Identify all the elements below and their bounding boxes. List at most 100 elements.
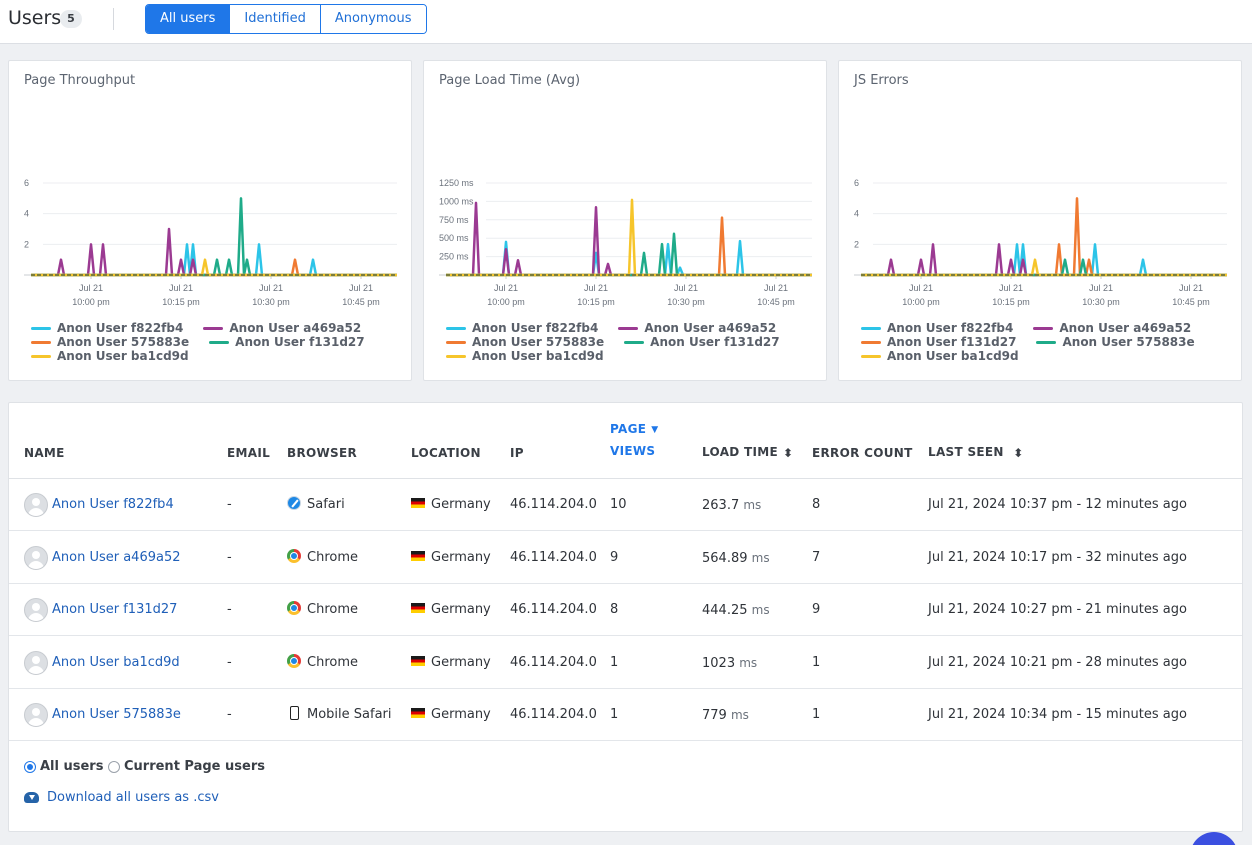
- legend-swatch: [446, 340, 466, 344]
- table-row[interactable]: Anon User f822fb4 - Safari Germany 46.114.20…: [9, 479, 1242, 531]
- user-name-link[interactable]: Anon User ba1cd9d: [52, 654, 180, 670]
- column-header-last-seen[interactable]: LAST SEEN ⬍: [928, 445, 1024, 460]
- tab-identified[interactable]: Identified: [229, 5, 320, 33]
- table-row[interactable]: Anon User 575883e - Mobile Safari Germany 46…: [9, 689, 1242, 741]
- download-csv-link[interactable]: Download all users as .csv: [24, 790, 219, 805]
- load-time-cell: 564.89 ms: [702, 532, 770, 584]
- user-filter-tabs: All users Identified Anonymous: [145, 4, 427, 34]
- users-table: NAME EMAIL BROWSER LOCATION IP PAGE ▼ VIE…: [8, 402, 1243, 832]
- error-count-cell: 1: [812, 707, 821, 722]
- series-line: [861, 258, 1227, 277]
- x-tick-label: 10:30 pm: [1082, 297, 1120, 307]
- cloud-download-icon: [24, 792, 39, 803]
- legend-label: Anon User 575883e: [472, 335, 605, 349]
- chart-card-page-load-time: Page Load Time (Avg) 250 ms 500 ms 750 ms 1…: [423, 60, 827, 381]
- location-name: Germany: [431, 497, 491, 512]
- ip-cell: 46.114.204.0: [510, 654, 597, 670]
- user-name-link[interactable]: Anon User 575883e: [52, 707, 181, 722]
- table-header: NAME EMAIL BROWSER LOCATION IP PAGE ▼ VIE…: [9, 403, 1242, 479]
- legend-swatch: [1033, 326, 1054, 330]
- x-tick-label: Jul 21: [1089, 283, 1113, 293]
- column-header-name: NAME: [24, 446, 65, 460]
- column-header-label: VIEWS: [610, 444, 656, 458]
- sort-both-icon: ⬍: [783, 445, 794, 460]
- load-time-unit: ms: [751, 603, 770, 617]
- legend-item[interactable]: Anon User f131d27: [861, 335, 1016, 349]
- radio-empty-icon: [108, 760, 120, 773]
- page-views-cell: 1: [610, 707, 619, 722]
- y-tick-label: 500 ms: [439, 233, 469, 243]
- legend-swatch: [31, 340, 51, 344]
- legend-item[interactable]: Anon User ba1cd9d: [446, 349, 604, 363]
- radio-label: Current Page users: [124, 759, 265, 774]
- column-header-ip: IP: [510, 446, 524, 460]
- legend-item[interactable]: Anon User a469a52: [203, 321, 361, 335]
- last-seen-cell: Jul 21, 2024 10:34 pm - 15 minutes ago: [928, 707, 1187, 722]
- radio-label: All users: [40, 759, 104, 774]
- browser-name: Chrome: [307, 602, 358, 617]
- ip-cell: 46.114.204.0: [510, 497, 597, 512]
- radio-all-users[interactable]: All users: [24, 759, 103, 774]
- user-name-link[interactable]: Anon User f822fb4: [52, 497, 174, 512]
- x-tick-label: 10:30 pm: [252, 297, 290, 307]
- x-tick-label: 10:00 pm: [487, 297, 525, 307]
- x-tick-label: 10:00 pm: [902, 297, 940, 307]
- y-tick-label: 1250 ms: [439, 178, 474, 188]
- tab-all-users[interactable]: All users: [146, 5, 230, 33]
- legend-item[interactable]: Anon User f822fb4: [446, 321, 598, 335]
- table-row[interactable]: Anon User a469a52 - Chrome Germany 46.114.20…: [9, 532, 1242, 584]
- legend-item[interactable]: Anon User ba1cd9d: [861, 349, 1019, 363]
- legend-swatch: [861, 326, 881, 330]
- y-tick-label: 2: [854, 239, 859, 249]
- legend-item[interactable]: Anon User f131d27: [209, 335, 365, 349]
- page-throughput-chart: 2 4 6 Jul 21 10:00 pm Jul 21 10:15 pm Jul 21 10:…: [24, 178, 397, 307]
- safari-icon: [287, 496, 301, 510]
- location-cell: Germany: [411, 637, 491, 689]
- legend-item[interactable]: Anon User f822fb4: [861, 321, 1013, 335]
- y-tick-label: 2: [24, 239, 29, 249]
- legend-label: Anon User f822fb4: [887, 321, 1014, 335]
- table-row[interactable]: Anon User ba1cd9d - Chrome Germany 46.114.20…: [9, 637, 1242, 689]
- page-views-cell: 1: [610, 654, 619, 670]
- legend-item[interactable]: Anon User ba1cd9d: [31, 349, 189, 363]
- chart-legend: Anon User f822fb4 Anon User a469a52 Anon U…: [861, 321, 1231, 363]
- germany-flag-icon: [411, 603, 425, 613]
- chart-title: Page Load Time (Avg): [439, 73, 581, 88]
- column-header-location: LOCATION: [411, 446, 481, 460]
- help-chat-button[interactable]: [1190, 832, 1238, 845]
- column-header-load-time[interactable]: LOAD TIME ⬍: [702, 445, 793, 460]
- legend-item[interactable]: Anon User f822fb4: [31, 321, 183, 335]
- user-name-link[interactable]: Anon User f131d27: [52, 602, 178, 617]
- last-seen-cell: Jul 21, 2024 10:37 pm - 12 minutes ago: [928, 497, 1187, 512]
- column-header-label: PAGE: [610, 422, 647, 436]
- location-name: Germany: [431, 602, 491, 617]
- chrome-icon: [287, 548, 301, 563]
- x-tick-label: Jul 21: [584, 283, 608, 293]
- location-name: Germany: [431, 654, 491, 670]
- tab-anonymous[interactable]: Anonymous: [319, 5, 426, 33]
- browser-cell: Safari: [287, 479, 345, 531]
- radio-current-page-users[interactable]: Current Page users: [108, 759, 265, 774]
- x-tick-label: 10:15 pm: [577, 297, 615, 307]
- location-name: Germany: [431, 549, 491, 565]
- user-name-link[interactable]: Anon User a469a52: [52, 549, 181, 565]
- legend-label: Anon User ba1cd9d: [887, 349, 1019, 363]
- legend-label: Anon User a469a52: [229, 321, 362, 335]
- legend-item[interactable]: Anon User 575883e: [31, 335, 189, 349]
- legend-item[interactable]: Anon User f131d27: [624, 335, 780, 349]
- series-line: [446, 201, 812, 277]
- legend-label: Anon User 575883e: [1062, 335, 1195, 349]
- legend-label: Anon User f131d27: [887, 335, 1017, 349]
- legend-item[interactable]: Anon User a469a52: [618, 321, 776, 335]
- legend-swatch: [31, 326, 51, 330]
- legend-swatch: [618, 326, 639, 330]
- column-header-page-views[interactable]: PAGE ▼ VIEWS: [610, 422, 658, 458]
- legend-item[interactable]: Anon User 575883e: [1036, 335, 1195, 349]
- browser-name: Chrome: [307, 549, 358, 565]
- table-row[interactable]: Anon User f131d27 - Chrome Germany 46.114.20…: [9, 584, 1242, 636]
- legend-label: Anon User ba1cd9d: [472, 349, 604, 363]
- legend-item[interactable]: Anon User a469a52: [1033, 321, 1191, 335]
- x-tick-label: Jul 21: [999, 283, 1023, 293]
- legend-item[interactable]: Anon User 575883e: [446, 335, 604, 349]
- page-load-time-chart: 250 ms 500 ms 750 ms 1000 ms 1250 ms Jul 21 10…: [439, 178, 812, 307]
